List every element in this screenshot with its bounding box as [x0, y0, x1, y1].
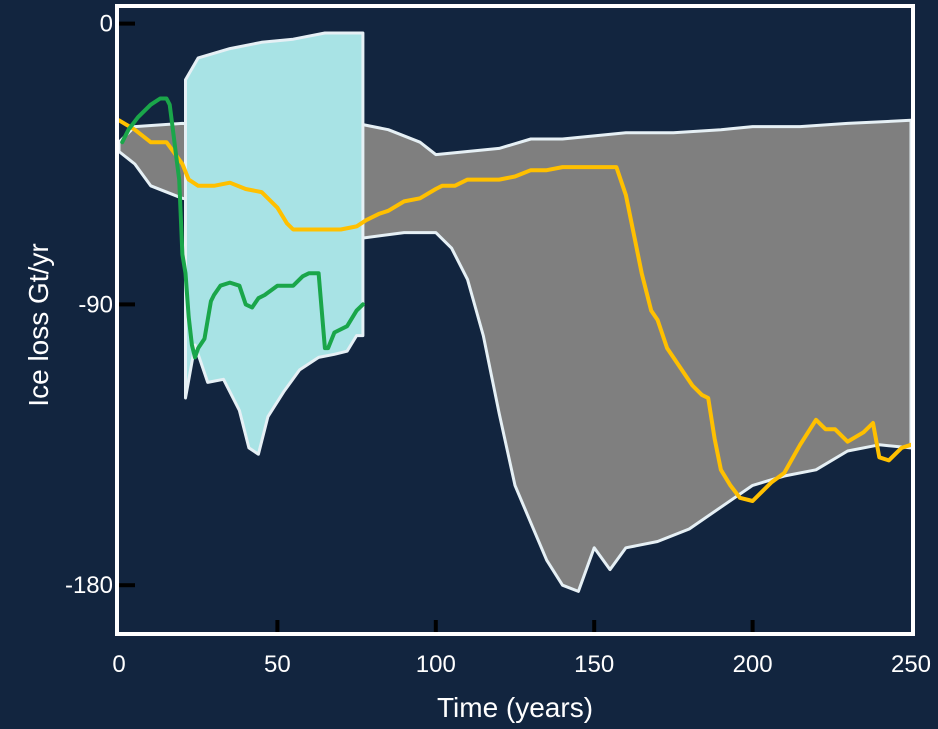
x-tick-label: 50 [264, 651, 291, 678]
y-tick-label: -90 [78, 291, 113, 318]
x-tick-label: 100 [416, 651, 456, 678]
x-axis-title: Time (years) [437, 692, 593, 723]
y-tick-label: 0 [100, 11, 113, 38]
plot-marks [117, 31, 913, 593]
band-cyan [184, 31, 365, 456]
x-tick-label: 150 [574, 651, 614, 678]
series-line-orange [117, 118, 913, 503]
band-gray [117, 118, 913, 593]
axis-ticks: 0 50 100 150 200 250 0 -90 -180 [65, 11, 931, 678]
x-tick-label: 0 [112, 651, 125, 678]
x-tick-label: 250 [891, 651, 931, 678]
series-line-green [120, 96, 365, 360]
y-axis-title: Ice loss Gt/yr [23, 243, 54, 406]
plot-frame [115, 4, 915, 636]
x-tick-label: 200 [733, 651, 773, 678]
y-tick-label: -180 [65, 572, 113, 599]
